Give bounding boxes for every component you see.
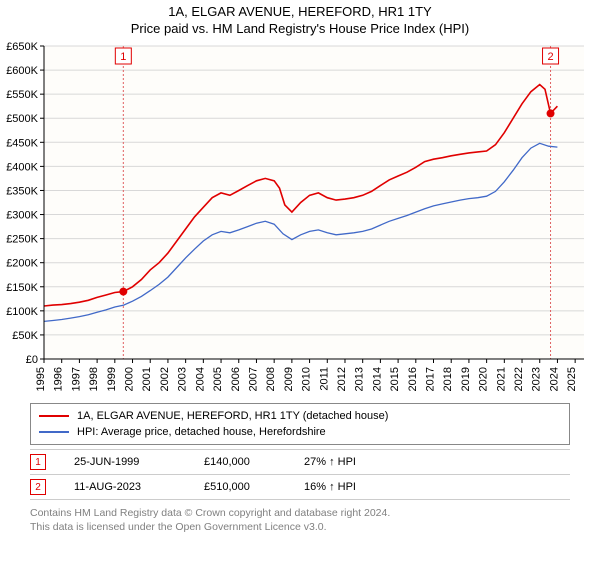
svg-text:2005: 2005 — [212, 367, 224, 391]
svg-text:2003: 2003 — [177, 367, 189, 391]
svg-text:2015: 2015 — [389, 367, 401, 391]
svg-text:£200K: £200K — [6, 258, 38, 270]
price-chart: £0 £50K £100K £150K £200K £250K £300K £350K £400… — [0, 42, 600, 397]
svg-text:£100K: £100K — [6, 306, 38, 318]
svg-text:1997: 1997 — [70, 367, 82, 391]
svg-text:2021: 2021 — [495, 367, 507, 391]
sale-diff: 27% ↑ HPI — [304, 456, 356, 468]
svg-text:£250K: £250K — [6, 234, 38, 246]
sale-diff: 16% ↑ HPI — [304, 481, 356, 493]
legend-swatch-subject — [39, 415, 69, 417]
chart-title: 1A, ELGAR AVENUE, HEREFORD, HR1 1TY — [0, 4, 600, 19]
svg-text:£300K: £300K — [6, 210, 38, 222]
svg-text:2014: 2014 — [371, 367, 383, 391]
svg-text:£450K: £450K — [6, 137, 38, 149]
svg-text:2016: 2016 — [407, 367, 419, 391]
chart-subtitle: Price paid vs. HM Land Registry's House … — [0, 21, 600, 36]
svg-text:1996: 1996 — [53, 367, 65, 391]
sale-price: £510,000 — [204, 481, 304, 493]
footer-copyright: Contains HM Land Registry data © Crown c… — [30, 506, 570, 520]
sale-date: 25-JUN-1999 — [74, 456, 204, 468]
sale-marker-badge-1: 1 — [30, 454, 46, 470]
sales-table: 1 25-JUN-1999 £140,000 27% ↑ HPI 2 11-AU… — [30, 449, 570, 500]
svg-text:£650K: £650K — [6, 42, 38, 53]
footer-license: This data is licensed under the Open Gov… — [30, 520, 570, 534]
svg-text:2000: 2000 — [124, 367, 136, 391]
svg-text:2025: 2025 — [566, 367, 578, 391]
svg-text:2001: 2001 — [141, 367, 153, 391]
svg-text:2007: 2007 — [247, 367, 259, 391]
svg-text:2004: 2004 — [194, 367, 206, 391]
svg-text:£550K: £550K — [6, 89, 38, 101]
svg-text:1995: 1995 — [35, 367, 47, 391]
svg-text:2018: 2018 — [442, 367, 454, 391]
svg-text:£150K: £150K — [6, 282, 38, 294]
svg-text:2009: 2009 — [283, 367, 295, 391]
legend-item-hpi: HPI: Average price, detached house, Here… — [39, 424, 561, 440]
svg-text:£350K: £350K — [6, 185, 38, 197]
sale-date: 11-AUG-2023 — [74, 481, 204, 493]
svg-text:1998: 1998 — [88, 367, 100, 391]
legend-label-subject: 1A, ELGAR AVENUE, HEREFORD, HR1 1TY (det… — [77, 410, 388, 422]
svg-text:2023: 2023 — [531, 367, 543, 391]
svg-text:1999: 1999 — [106, 367, 118, 391]
svg-text:2012: 2012 — [336, 367, 348, 391]
svg-text:2002: 2002 — [159, 367, 171, 391]
svg-text:2022: 2022 — [513, 367, 525, 391]
svg-text:2024: 2024 — [548, 367, 560, 391]
table-row: 2 11-AUG-2023 £510,000 16% ↑ HPI — [30, 475, 570, 500]
svg-text:2006: 2006 — [230, 367, 242, 391]
svg-text:2008: 2008 — [265, 367, 277, 391]
legend-swatch-hpi — [39, 431, 69, 433]
svg-text:2: 2 — [547, 51, 553, 63]
sale-marker-badge-2: 2 — [30, 479, 46, 495]
svg-text:2017: 2017 — [425, 367, 437, 391]
legend: 1A, ELGAR AVENUE, HEREFORD, HR1 1TY (det… — [30, 403, 570, 445]
svg-text:£0: £0 — [26, 354, 38, 366]
legend-item-subject: 1A, ELGAR AVENUE, HEREFORD, HR1 1TY (det… — [39, 408, 561, 424]
sale-price: £140,000 — [204, 456, 304, 468]
svg-text:1: 1 — [120, 51, 126, 63]
svg-text:2020: 2020 — [478, 367, 490, 391]
svg-text:£500K: £500K — [6, 113, 38, 125]
footer: Contains HM Land Registry data © Crown c… — [30, 506, 570, 534]
svg-text:£50K: £50K — [12, 330, 38, 342]
svg-text:2013: 2013 — [354, 367, 366, 391]
table-row: 1 25-JUN-1999 £140,000 27% ↑ HPI — [30, 449, 570, 475]
svg-text:2010: 2010 — [301, 367, 313, 391]
svg-text:2011: 2011 — [318, 367, 330, 391]
svg-text:2019: 2019 — [460, 367, 472, 391]
svg-text:£400K: £400K — [6, 161, 38, 173]
legend-label-hpi: HPI: Average price, detached house, Here… — [77, 426, 326, 438]
svg-text:£600K: £600K — [6, 65, 38, 77]
